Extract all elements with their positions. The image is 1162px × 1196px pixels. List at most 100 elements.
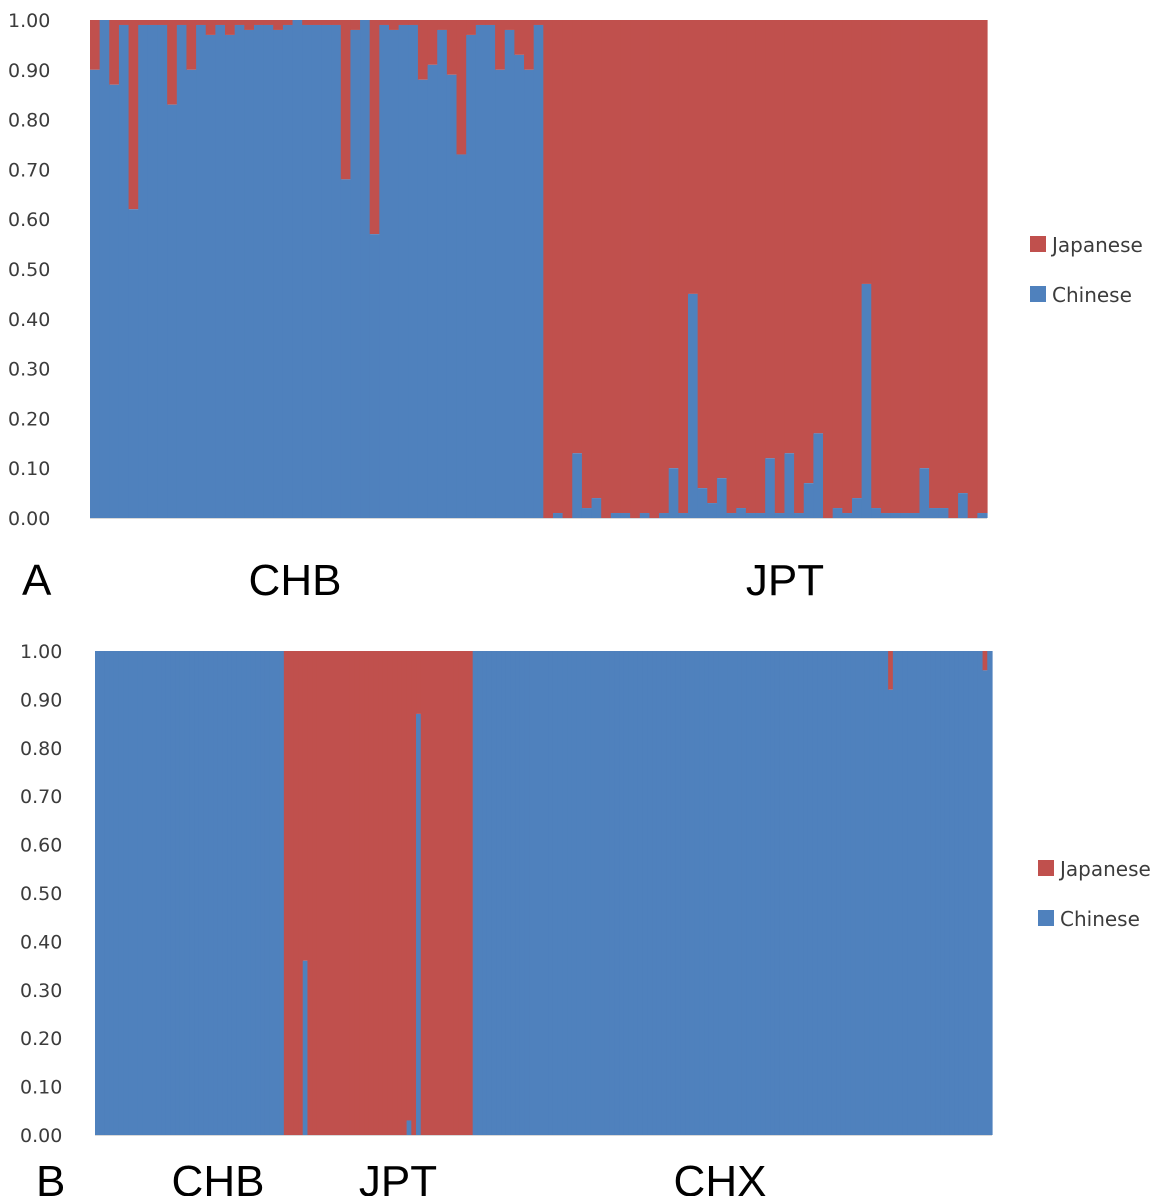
bar-chinese — [911, 651, 918, 1135]
y-tick-label: 0.30 — [8, 359, 50, 381]
bar-japanese — [331, 20, 342, 25]
bar-japanese — [533, 20, 544, 25]
bar-chinese — [813, 433, 824, 518]
bar-chinese — [620, 513, 631, 518]
bar-japanese — [774, 20, 786, 514]
bar-japanese — [572, 20, 583, 454]
bar-chinese — [935, 651, 941, 1135]
y-tick-label: 0.80 — [20, 738, 62, 760]
bar-chinese — [751, 651, 757, 1135]
admixture-chart-a: 0.00 0.10 0.20 0.30 0.40 0.50 0.60 0.70 0.80 0.90… — [8, 10, 1143, 605]
legend-swatch — [1038, 910, 1054, 926]
bar-chinese — [842, 513, 853, 518]
bar-chinese — [156, 651, 162, 1135]
bar-chinese — [745, 513, 757, 518]
y-tick-label: 1.00 — [20, 641, 62, 663]
bar-chinese — [708, 651, 715, 1135]
bar-chinese — [255, 651, 261, 1135]
bar-japanese — [157, 20, 168, 25]
bar-japanese — [234, 20, 245, 25]
bar-chinese — [968, 651, 974, 1135]
bar-japanese — [982, 651, 988, 671]
bar-chinese — [737, 651, 743, 1135]
bar-chinese — [208, 651, 214, 1135]
bar-chinese — [661, 651, 667, 1135]
bar-japanese — [888, 651, 894, 690]
bar-japanese — [392, 651, 398, 1135]
bar-chinese — [194, 651, 200, 1135]
bar-japanese — [880, 20, 892, 514]
bar-chinese — [170, 651, 176, 1135]
bar-japanese — [263, 20, 274, 25]
bar-japanese — [282, 20, 294, 25]
bar-japanese — [283, 651, 290, 1135]
bar-chinese — [406, 1120, 412, 1135]
bar-chinese — [699, 651, 705, 1135]
bar-japanese — [349, 651, 356, 1135]
bar-japanese — [316, 651, 323, 1135]
bar-japanese — [458, 651, 464, 1135]
bar-japanese — [668, 20, 679, 469]
bar-chinese — [398, 24, 409, 518]
bar-chinese — [774, 651, 781, 1135]
bar-japanese — [364, 651, 370, 1135]
y-tick-label: 0.60 — [20, 835, 62, 857]
bar-chinese — [567, 651, 573, 1135]
bar-japanese — [697, 20, 708, 489]
bar-japanese — [90, 20, 101, 70]
bar-chinese — [165, 651, 172, 1135]
bar-japanese — [524, 20, 535, 70]
bar-chinese — [774, 513, 786, 518]
legend-label: Japanese — [1058, 857, 1151, 881]
y-tick-label: 1.00 — [8, 10, 50, 32]
bar-japanese — [340, 20, 352, 180]
bar-japanese — [890, 20, 901, 514]
bar-chinese — [360, 20, 371, 518]
bar-chinese — [99, 20, 110, 518]
bar-chinese — [456, 154, 467, 518]
bar-chinese — [880, 513, 892, 518]
bar-chinese — [883, 651, 889, 1135]
bar-japanese — [401, 651, 408, 1135]
bar-japanese — [378, 651, 384, 1135]
bar-chinese — [175, 651, 181, 1135]
bar-chinese — [95, 651, 101, 1135]
bar-chinese — [260, 651, 266, 1135]
bar-chinese — [234, 24, 245, 518]
bar-japanese — [851, 20, 863, 499]
bar-chinese — [718, 651, 724, 1135]
bar-chinese — [321, 24, 332, 518]
bar-chinese — [851, 498, 863, 518]
bar-chinese — [803, 651, 809, 1135]
bar-chinese — [765, 458, 776, 518]
bar-chinese — [921, 651, 927, 1135]
bar-chinese — [590, 651, 597, 1135]
bar-chinese — [389, 29, 400, 519]
bar-japanese — [514, 20, 525, 55]
bar-japanese — [406, 651, 412, 1121]
bar-chinese — [205, 34, 216, 518]
bar-chinese — [236, 651, 242, 1135]
bar-japanese — [293, 651, 299, 1135]
bar-chinese — [916, 651, 922, 1135]
bar-chinese — [118, 651, 124, 1135]
bar-chinese — [812, 651, 818, 1135]
bar-japanese — [437, 20, 448, 30]
y-tick-label: 0.90 — [20, 689, 62, 711]
bar-chinese — [501, 651, 507, 1135]
bar-chinese — [982, 670, 988, 1135]
bar-chinese — [350, 29, 361, 519]
bar-japanese — [630, 20, 641, 518]
panel-b: 0.00 0.10 0.20 0.30 0.40 0.50 0.60 0.70 0.80 0.90… — [0, 620, 1162, 1196]
bar-chinese — [475, 24, 487, 518]
bar-chinese — [552, 513, 564, 518]
bar-chinese — [198, 651, 205, 1135]
bar-chinese — [871, 508, 882, 518]
bar-chinese — [225, 34, 236, 518]
bar-japanese — [909, 20, 921, 514]
y-tick-label: 0.50 — [20, 883, 62, 905]
bar-japanese — [128, 20, 139, 210]
bar-japanese — [340, 651, 346, 1135]
bar-japanese — [109, 20, 120, 85]
bar-japanese — [823, 20, 834, 518]
